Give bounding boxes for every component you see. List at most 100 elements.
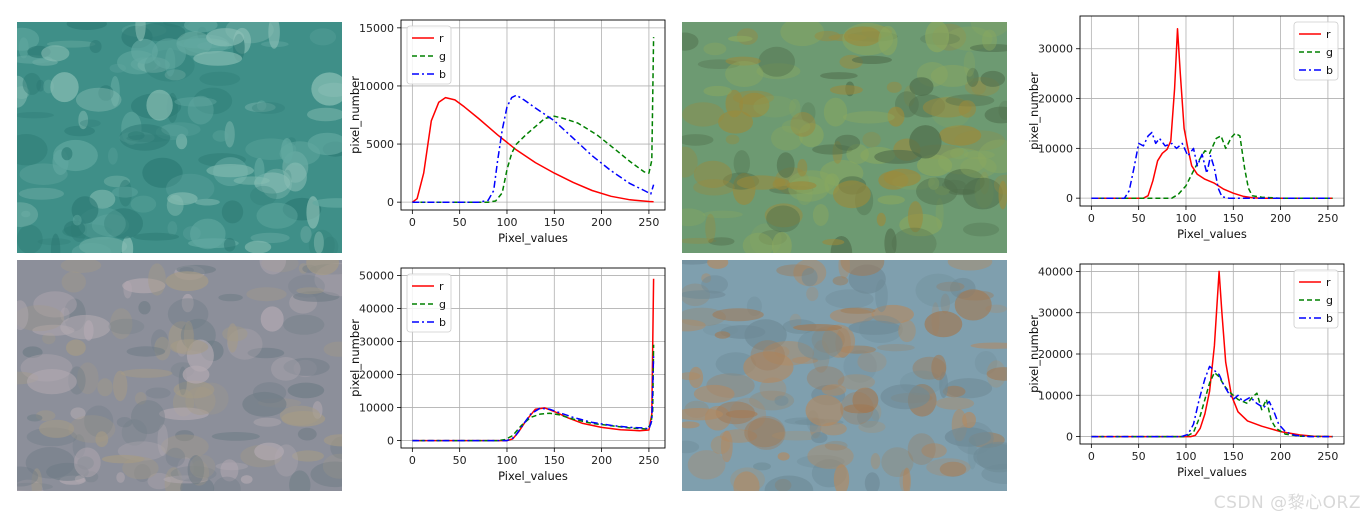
photo-texture-blob — [977, 139, 1007, 174]
histogram-chart-top-right: 0 50 100 150 200 250 0 10000 20000 30000 Pixel_val… — [1024, 10, 1354, 250]
legend-label-b: b — [439, 68, 446, 81]
photo-texture-blob — [715, 401, 755, 425]
photo-texture-blob — [227, 323, 239, 353]
y-axis-label: pixel_number — [348, 76, 362, 154]
photo-texture-blob — [907, 433, 936, 465]
photo-texture-blob — [283, 162, 307, 192]
legend-box — [1293, 269, 1339, 329]
photo-texture-blob — [322, 453, 342, 479]
photo-texture-blob — [875, 279, 888, 313]
photo-texture-blob — [253, 417, 282, 427]
photo-texture-blob — [27, 369, 77, 395]
photo-texture-blob — [980, 70, 1006, 87]
photo-texture-blob — [833, 180, 871, 209]
photo-texture-blob — [939, 461, 967, 477]
series-line-r — [1091, 270, 1333, 438]
photo-texture-blob — [688, 366, 704, 388]
photo-texture-blob — [739, 92, 770, 118]
photo-texture-blob — [167, 221, 178, 236]
y-tick-label: 20000 — [1038, 348, 1073, 361]
photo-texture-blob — [878, 25, 898, 56]
photo-texture-blob — [254, 157, 265, 183]
photo-texture-blob — [116, 417, 133, 428]
photo-texture-blob — [297, 427, 317, 441]
photo-texture-blob — [283, 357, 330, 376]
photo-texture-blob — [165, 447, 186, 467]
photo-texture-blob — [127, 131, 145, 140]
photo-texture-blob — [902, 467, 911, 491]
photo-texture-blob — [244, 240, 272, 253]
photo-texture-blob — [174, 97, 217, 107]
photo-texture-blob — [292, 450, 324, 462]
photo-texture-blob — [702, 210, 743, 219]
photo-texture-blob — [148, 263, 166, 296]
photo-texture-blob — [877, 344, 915, 352]
legend-label-r: r — [1326, 28, 1331, 41]
photo-texture-blob — [811, 432, 828, 444]
x-axis-label: Pixel_values — [498, 469, 568, 483]
photo-texture-blob — [274, 444, 299, 477]
photo-texture-blob — [833, 464, 850, 491]
photo-texture-blob — [840, 260, 885, 276]
photo-texture-blob — [934, 185, 950, 196]
y-tick-label: 0 — [387, 196, 394, 209]
photo-texture-blob — [786, 181, 817, 190]
photo-texture-blob — [323, 434, 342, 447]
photo-texture-blob — [221, 200, 244, 224]
photo-texture-blob — [17, 482, 53, 491]
photo-texture-blob — [147, 472, 171, 490]
photo-texture-blob — [944, 427, 992, 447]
photo-texture-blob — [832, 276, 849, 286]
photo-texture-blob — [925, 22, 950, 53]
photo-texture-blob — [962, 411, 976, 429]
photo-texture-blob — [218, 293, 243, 302]
x-tick-label: 150 — [544, 216, 565, 229]
photo-texture-blob — [981, 463, 1007, 484]
series-line-r — [412, 278, 655, 442]
photo-texture-blob — [682, 372, 701, 381]
photo-texture-blob — [682, 290, 726, 299]
photo-texture-blob — [145, 387, 171, 399]
photo-texture-blob — [167, 192, 198, 206]
photo-texture-blob — [215, 462, 248, 471]
photo-texture-blob — [824, 440, 848, 451]
photo-texture-blob — [18, 187, 64, 200]
photo-texture-blob — [954, 130, 1005, 151]
photo-texture-blob — [753, 462, 771, 471]
photo-texture-blob — [130, 195, 157, 213]
x-tick-label: 250 — [1317, 212, 1338, 225]
photo-texture-blob — [242, 391, 287, 417]
y-tick-label: 10000 — [359, 80, 394, 93]
y-tick-label: 10000 — [359, 402, 394, 415]
photo-texture-blob — [725, 56, 761, 66]
photo-texture-blob — [66, 339, 86, 356]
photo-texture-blob — [289, 470, 311, 491]
photo-texture-blob — [708, 237, 735, 246]
photo-texture-blob — [720, 325, 766, 339]
photo-texture-blob — [725, 61, 764, 87]
photo-texture-blob — [250, 232, 290, 244]
x-tick-label: 100 — [1175, 212, 1196, 225]
photo-texture-blob — [17, 466, 39, 487]
photo-texture-blob — [50, 72, 79, 103]
coral-reef-raw-photo — [17, 22, 342, 253]
photo-texture-blob — [774, 395, 789, 406]
x-tick-label: 50 — [1132, 212, 1146, 225]
photo-texture-blob — [703, 42, 727, 56]
photo-texture-blob — [844, 26, 882, 47]
photo-texture-blob — [17, 202, 39, 227]
x-tick-label: 100 — [1175, 450, 1196, 463]
photo-texture-blob — [79, 119, 101, 128]
photo-texture-blob — [707, 260, 729, 269]
histogram-chart-bottom-left: 0 50 100 150 200 250 0 10000 20000 30000 40000 5000… — [345, 262, 675, 492]
photo-texture-blob — [246, 287, 287, 302]
histogram-chart-bottom-right: 0 50 100 150 200 250 0 10000 20000 30000 40000 Pixe… — [1024, 258, 1354, 488]
photo-texture-blob — [287, 382, 325, 399]
photo-texture-blob — [682, 102, 725, 127]
photo-texture-blob — [791, 356, 819, 364]
photo-texture-blob — [821, 324, 856, 358]
photo-texture-blob — [840, 307, 876, 314]
photo-texture-blob — [244, 102, 276, 113]
photo-texture-blob — [701, 273, 712, 283]
photo-texture-blob — [194, 382, 229, 415]
